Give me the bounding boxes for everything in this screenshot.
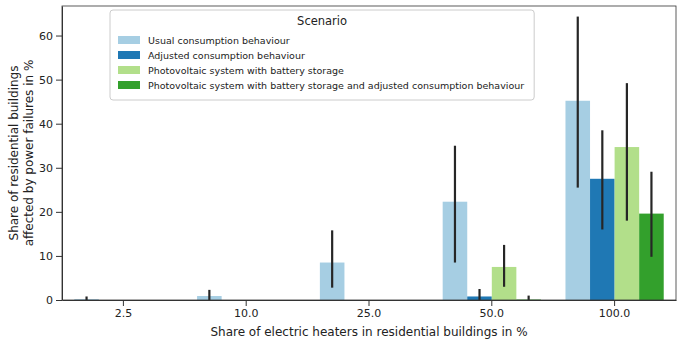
y-tick: 20 <box>39 206 62 219</box>
legend-title: Scenario <box>297 14 347 28</box>
x-tick-label: 25.0 <box>357 307 382 320</box>
error-bar <box>503 245 505 287</box>
error-bar <box>454 146 456 263</box>
y-tick-mark <box>56 300 62 301</box>
y-tick-mark <box>56 124 62 125</box>
error-bar <box>650 172 652 257</box>
y-tick-label: 50 <box>39 74 53 87</box>
x-tick: 100.0 <box>599 300 631 320</box>
y-tick-mark <box>56 212 62 213</box>
series <box>516 214 663 300</box>
x-tick: 50.0 <box>480 300 505 320</box>
x-tick-mark <box>246 300 247 306</box>
y-tick-label: 40 <box>39 118 53 131</box>
x-tick-mark <box>123 300 124 306</box>
y-axis-title: affected by power failures in % <box>22 60 36 247</box>
y-tick: 10 <box>39 250 62 263</box>
error-bar <box>626 83 628 221</box>
y-tick-label: 30 <box>39 162 53 175</box>
y-tick-label: 20 <box>39 206 53 219</box>
x-tick-label: 2.5 <box>115 307 132 320</box>
error-bar <box>478 289 480 300</box>
chart: 0 10 20 30 40 50 60 2.5 10.0 25.0 50.0 100.0 Scenari… <box>0 0 686 343</box>
x-tick-mark <box>369 300 370 306</box>
series <box>492 147 639 300</box>
y-tick: 40 <box>39 118 62 131</box>
y-axis-line <box>62 7 63 301</box>
y-tick: 50 <box>39 74 62 87</box>
legend-box <box>110 10 534 100</box>
error-bar <box>577 17 579 188</box>
legend-swatch <box>118 36 140 44</box>
y-tick-mark <box>56 80 62 81</box>
legend-swatch <box>118 81 140 89</box>
legend-label: Photovoltaic system with battery storage… <box>148 80 524 91</box>
frame <box>62 6 676 300</box>
y-tick-mark <box>56 36 62 37</box>
series <box>467 179 614 300</box>
error-bar <box>208 290 210 300</box>
series <box>74 101 590 300</box>
y-tick: 0 <box>46 294 62 307</box>
x-tick-label: 100.0 <box>599 307 631 320</box>
x-tick-label: 10.0 <box>234 307 259 320</box>
error-bar <box>85 296 87 300</box>
plot: 0 10 20 30 40 50 60 2.5 10.0 25.0 50.0 100.0 Scenari… <box>39 6 677 320</box>
legend-label: Photovoltaic system with battery storage <box>148 65 344 76</box>
error-bar <box>528 296 530 300</box>
x-tick: 2.5 <box>115 300 132 320</box>
x-tick-label: 50.0 <box>480 307 505 320</box>
y-axis-title: Share of residential buildings <box>7 66 21 241</box>
x-axis-title: Share of electric heaters in residential… <box>210 325 527 339</box>
legend-entry: Photovoltaic system with battery storage <box>118 65 344 76</box>
legend-entry: Usual consumption behaviour <box>118 35 290 46</box>
y-tick-label: 10 <box>39 250 53 263</box>
legend-label: Adjusted consumption behaviour <box>148 50 305 61</box>
legend-swatch <box>118 51 140 59</box>
y-tick-label: 0 <box>46 294 53 307</box>
legend: Scenario Usual consumption behaviour Adjus… <box>110 10 534 100</box>
y-tick-mark <box>56 168 62 169</box>
error-bar <box>601 130 603 229</box>
x-tick: 10.0 <box>234 300 259 320</box>
y-tick: 30 <box>39 162 62 175</box>
y-axis: 0 10 20 30 40 50 60 <box>39 7 63 308</box>
legend-entry: Adjusted consumption behaviour <box>118 50 305 61</box>
legend-label: Usual consumption behaviour <box>148 35 290 46</box>
x-tick: 25.0 <box>357 300 382 320</box>
y-tick: 60 <box>39 30 62 43</box>
x-tick-mark <box>614 300 615 306</box>
legend-entry: Photovoltaic system with battery storage… <box>118 80 524 91</box>
x-tick-mark <box>491 300 492 306</box>
legend-swatch <box>118 66 140 74</box>
error-bar <box>331 230 333 287</box>
y-tick-mark <box>56 256 62 257</box>
x-axis: 2.5 10.0 25.0 50.0 100.0 <box>63 300 677 320</box>
y-tick-label: 60 <box>39 30 53 43</box>
